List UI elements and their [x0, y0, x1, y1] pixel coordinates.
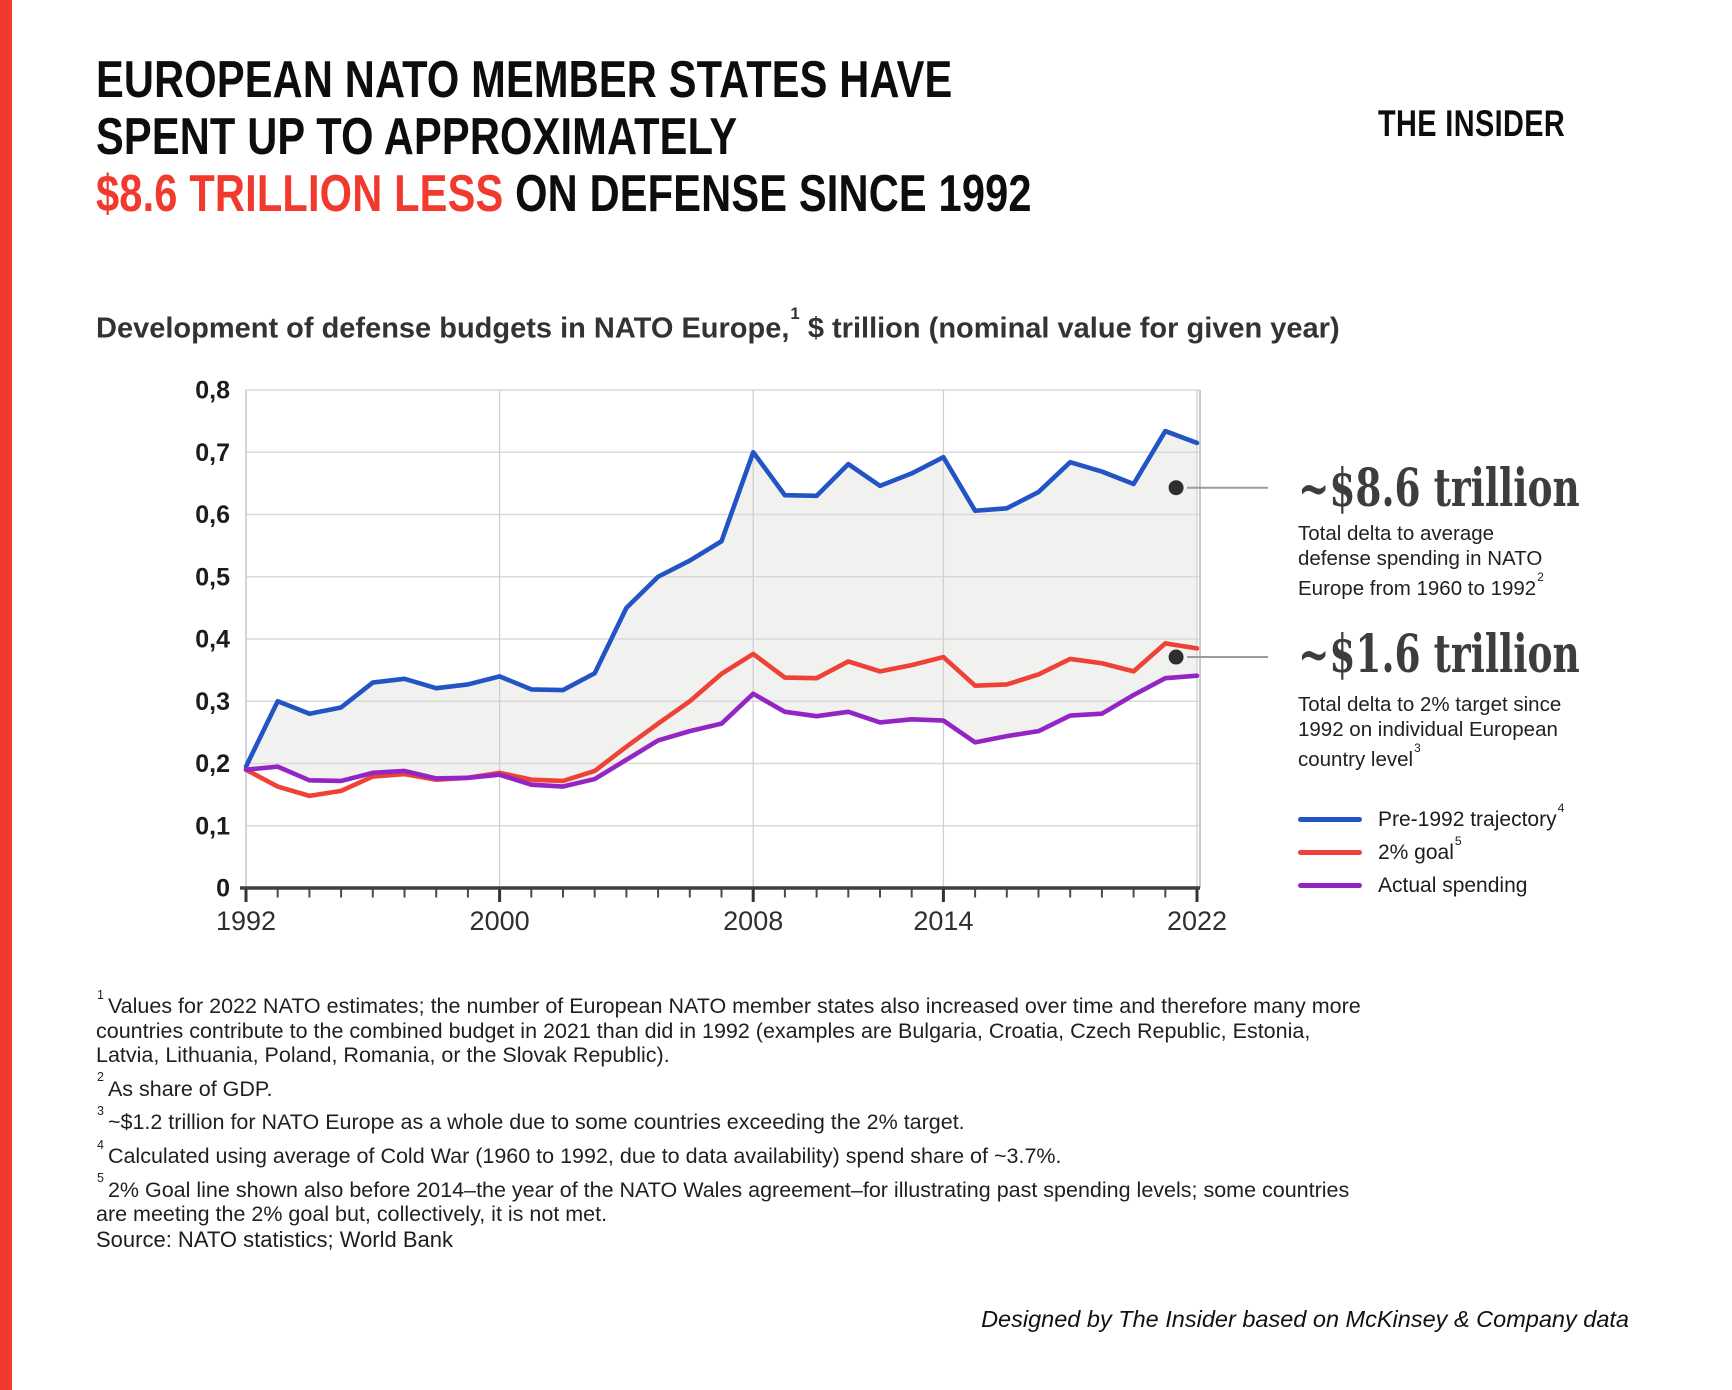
- legend-swatch-purple: [1298, 883, 1362, 888]
- title-line-3: $8.6 TRILLION LESS ON DEFENSE SINCE 1992: [96, 166, 1032, 223]
- footnote-5: 5 2% Goal line shown also before 2014–the…: [96, 1171, 1350, 1227]
- callout-dot-1: [1168, 480, 1184, 496]
- x-axis-label-2008: 2008: [723, 906, 783, 936]
- callout-1-6-desc-line2: 1992 on individual European: [1298, 718, 1558, 741]
- x-axis-label-2022: 2022: [1167, 906, 1227, 936]
- footnote-3: 3 ~$1.2 trillion for NATO Europe as a who…: [97, 1104, 965, 1135]
- delta-area-fill: [246, 431, 1197, 787]
- legend-item-actual-spending: Actual spending: [1298, 869, 1564, 902]
- title-line-2: SPENT UP TO APPROXIMATELY: [96, 108, 738, 166]
- y-axis-label-0,3: 0,3: [195, 688, 230, 716]
- x-axis-label-2000: 2000: [470, 906, 530, 936]
- callout-8-6-footnote-ref: 2: [1537, 570, 1544, 585]
- series-line-actual-spending: [243, 673, 1200, 789]
- y-axis-label-0: 0: [216, 875, 230, 903]
- callout-8-6-desc-line1: Total delta to average: [1298, 522, 1495, 545]
- footnote-4: 4 Calculated using average of Cold War (1…: [97, 1137, 1062, 1169]
- y-axis-label-0,1: 0,1: [195, 812, 230, 840]
- callout-8-6-trillion: ~$8.6 trillion: [1298, 463, 1689, 515]
- y-axis-label-0,4: 0,4: [195, 626, 230, 654]
- y-axis-label-0,6: 0,6: [195, 501, 230, 529]
- footnotes-block: 1 Values for 2022 NATO estimates; the num…: [96, 987, 1374, 1231]
- chart-title-text: Development of defense budgets in NATO E…: [96, 312, 790, 345]
- left-accent-bar: [0, 0, 12, 1390]
- callout-8-6-description: Total delta to average defense spending …: [1298, 521, 1544, 601]
- callout-dot-2: [1168, 649, 1184, 665]
- title-highlight-red: $8.6 TRILLION LESS: [96, 165, 504, 223]
- callout-1-6-desc-line1: Total delta to 2% target since: [1298, 693, 1562, 716]
- legend-label: Pre-1992 trajectory4: [1378, 800, 1565, 831]
- x-axis-label-2014: 2014: [913, 906, 973, 936]
- chart-title-units: $ trillion (nominal value for given year…: [799, 312, 1340, 345]
- legend-swatch-red: [1298, 850, 1362, 855]
- callout-1-6-description: Total delta to 2% target since 1992 on i…: [1298, 692, 1561, 772]
- legend-item-pre-1992-trajectory: Pre-1992 trajectory4: [1298, 800, 1565, 836]
- legend-swatch-blue: [1298, 817, 1362, 822]
- callout-1-6-trillion: ~$1.6 trillion: [1298, 629, 1689, 681]
- callout-8-6-desc-line2: defense spending in NATO: [1298, 547, 1543, 570]
- footnote-1: 1 Values for 2022 NATO estimates; the num…: [96, 987, 1361, 1068]
- x-axis-label-1992: 1992: [216, 906, 276, 936]
- footnote-2: 2 As share of GDP.: [97, 1070, 273, 1101]
- page-title: EUROPEAN NATO MEMBER STATES HAVE SPENT U…: [96, 52, 1032, 223]
- defense-budget-line-chart: 0 0,1 0,2 0,3 0,4 0,5 0,6 0,7 0,8 1992 2000 2008 201…: [195, 377, 1268, 936]
- legend-footnote-ref-4: 4: [1557, 800, 1565, 815]
- y-axis-label-0,8: 0,8: [195, 377, 230, 405]
- y-axis-label-0,2: 0,2: [195, 750, 230, 778]
- chart-title: Development of defense budgets in NATO E…: [96, 304, 1340, 346]
- callout-1-6-desc-line3: country level3: [1298, 741, 1421, 771]
- design-credit: Designed by The Insider based on McKinse…: [981, 1306, 1629, 1332]
- brand-logo: THE INSIDER: [1378, 103, 1566, 144]
- legend-label: 2% goal5: [1378, 833, 1462, 864]
- title-line-1: EUROPEAN NATO MEMBER STATES HAVE: [96, 51, 953, 109]
- y-axis-label-0,7: 0,7: [195, 439, 230, 467]
- callout-8-6-value: ~$8.6 trillion: [1298, 458, 1580, 519]
- legend-item-2pct-goal: 2% goal5: [1298, 833, 1564, 869]
- series-line-pre-1992-trajectory: [243, 428, 1200, 769]
- source-line: Source: NATO statistics; World Bank: [96, 1227, 454, 1252]
- title-line-3-rest: ON DEFENSE SINCE 1992: [503, 165, 1032, 223]
- legend-label: Actual spending: [1378, 873, 1528, 897]
- callout-1-6-footnote-ref: 3: [1414, 741, 1421, 756]
- callout-8-6-desc-line3: Europe from 1960 to 19922: [1298, 570, 1544, 600]
- legend-footnote-ref-5: 5: [1454, 833, 1462, 848]
- chart-title-footnote-ref: 1: [790, 303, 800, 323]
- chart-legend: Pre-1992 trajectory4 2% goal5 Actual spe…: [1298, 800, 1565, 902]
- callout-1-6-value: ~$1.6 trillion: [1298, 624, 1580, 685]
- series-line-2-goal: [243, 641, 1200, 799]
- y-axis-label-0,5: 0,5: [195, 563, 230, 591]
